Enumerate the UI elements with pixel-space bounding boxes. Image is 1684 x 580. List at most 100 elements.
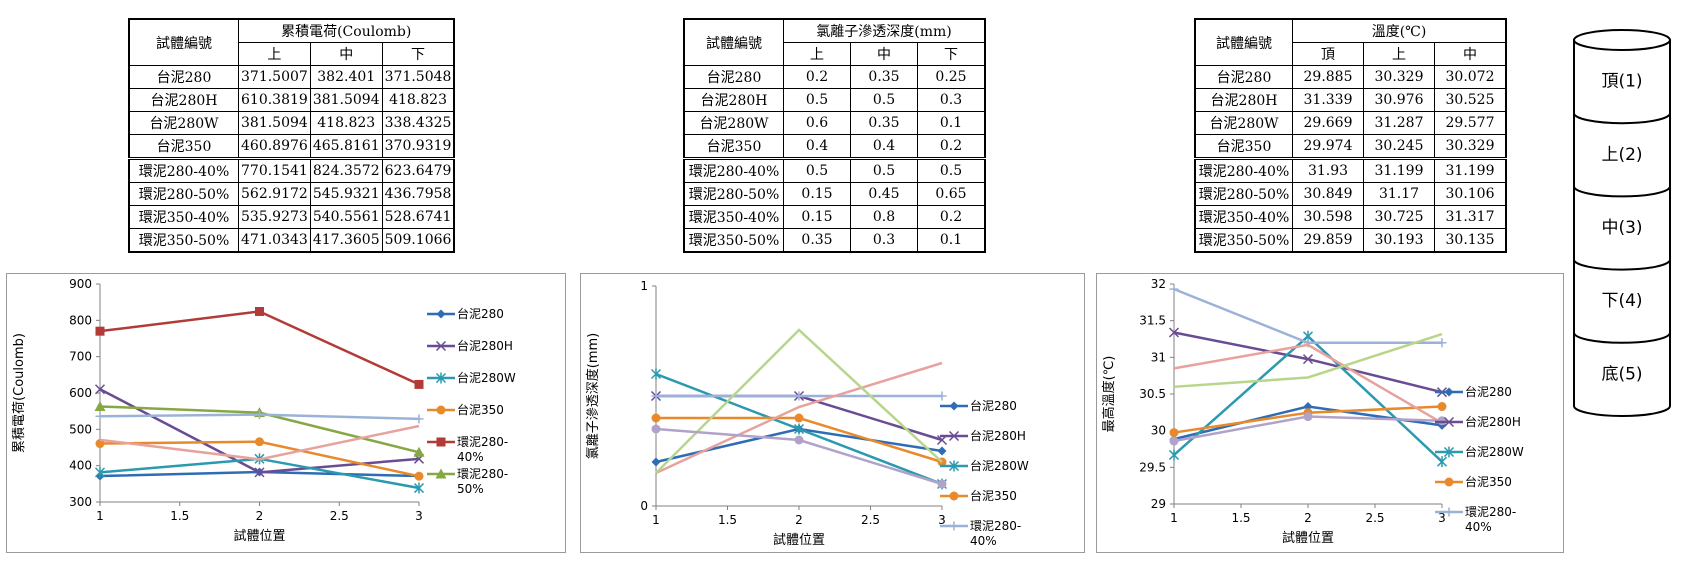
legend-marker bbox=[1444, 387, 1454, 397]
legend-marker bbox=[436, 405, 446, 415]
legend-marker bbox=[435, 340, 447, 352]
y-tick-label: 400 bbox=[69, 459, 92, 473]
y-tick-label: 32 bbox=[1151, 277, 1166, 291]
value-cell: 371.5007 bbox=[238, 65, 311, 89]
cylinder-segment-label: 底(5) bbox=[1601, 364, 1642, 384]
chloride-depth-chart: 0 1 1 1.5 2 2.5 3 試體位置 氯離子滲透深度(mm) 台泥280 台泥280H 台泥2… bbox=[580, 273, 1085, 553]
value-cell: 30.725 bbox=[1363, 205, 1435, 229]
value-cell: 0.15 bbox=[783, 182, 851, 206]
data-point bbox=[1303, 402, 1313, 412]
value-cell: 0.35 bbox=[850, 65, 918, 89]
x-tick-label: 2.5 bbox=[861, 513, 880, 527]
series-6 bbox=[1173, 332, 1443, 389]
value-cell: 610.3819 bbox=[238, 88, 311, 112]
specimen-cylinder-diagram: 頂(1) 上(2) 中(3) 下(4) 底(5) bbox=[1573, 29, 1671, 417]
value-cell: 29.859 bbox=[1292, 228, 1364, 253]
table-header-label: 試體編號 bbox=[128, 18, 239, 66]
table-row: 環泥280-50% 30.849 31.17 30.106 bbox=[1194, 182, 1507, 206]
value-cell: 30.245 bbox=[1363, 134, 1435, 159]
value-cell: 381.5094 bbox=[238, 111, 311, 135]
value-cell: 29.885 bbox=[1292, 65, 1364, 89]
legend-marker bbox=[949, 401, 959, 411]
table-row: 台泥350 0.4 0.4 0.2 bbox=[683, 134, 986, 159]
value-cell: 417.3605 bbox=[309, 228, 383, 253]
value-cell: 623.6479 bbox=[381, 157, 455, 183]
data-point bbox=[254, 467, 265, 478]
table-row: 台泥350 29.974 30.245 30.329 bbox=[1194, 134, 1507, 159]
row-label-cell: 環泥350-50% bbox=[128, 228, 239, 253]
y-tick-label: 300 bbox=[69, 495, 92, 509]
value-cell: 370.9319 bbox=[381, 134, 455, 159]
table-row: 環泥280-50% 0.15 0.45 0.65 bbox=[683, 182, 986, 206]
y-axis-label: 氯離子滲透深度(mm) bbox=[585, 333, 601, 459]
value-cell: 418.823 bbox=[381, 88, 455, 112]
data-point bbox=[794, 435, 804, 445]
data-point bbox=[1437, 402, 1447, 412]
value-cell: 0.45 bbox=[850, 182, 918, 206]
data-point bbox=[937, 479, 947, 489]
series-7 bbox=[1169, 412, 1447, 446]
cylinder-divider bbox=[1573, 112, 1671, 125]
legend-label: 環泥280-50% bbox=[457, 467, 508, 496]
data-point bbox=[95, 411, 105, 421]
value-cell: 0.5 bbox=[783, 157, 851, 183]
legend-marker bbox=[1444, 507, 1454, 517]
data-point bbox=[651, 391, 661, 401]
data-point bbox=[1437, 338, 1447, 348]
x-tick-label: 1 bbox=[1170, 511, 1178, 525]
table-row: 台泥280H 0.5 0.5 0.3 bbox=[683, 88, 986, 112]
legend-label: 台泥280 bbox=[457, 306, 504, 321]
value-cell: 29.669 bbox=[1292, 111, 1364, 135]
table-header-label: 試體編號 bbox=[1194, 18, 1293, 66]
x-tick-label: 1.5 bbox=[1231, 511, 1250, 525]
legend-label: 台泥350 bbox=[457, 402, 504, 417]
legend-marker bbox=[435, 372, 447, 384]
table-row: 環泥350-40% 30.598 30.725 31.317 bbox=[1194, 205, 1507, 229]
data-point bbox=[414, 379, 424, 389]
table-row: 環泥350-50% 0.35 0.3 0.1 bbox=[683, 228, 986, 253]
row-label-cell: 環泥350-50% bbox=[683, 228, 784, 253]
y-tick-label: 30.5 bbox=[1139, 387, 1166, 401]
value-cell: 0.1 bbox=[917, 111, 986, 135]
data-point bbox=[651, 457, 661, 467]
y-tick-label: 1 bbox=[640, 279, 648, 293]
row-label-cell: 台泥350 bbox=[1194, 134, 1293, 159]
x-tick-label: 2 bbox=[1304, 511, 1312, 525]
legend-entry: 台泥280H bbox=[1435, 414, 1521, 429]
value-cell: 436.7958 bbox=[381, 182, 455, 206]
data-point bbox=[793, 423, 805, 435]
legend-label: 環泥280-40% bbox=[457, 435, 508, 464]
series-line bbox=[99, 310, 420, 386]
row-label-cell: 環泥280-50% bbox=[683, 182, 784, 206]
legend-marker bbox=[1443, 416, 1455, 428]
cylinder-body bbox=[1573, 40, 1671, 417]
charge-chart: 300 400 500 600 700 800 900 1 1.5 2 2.5 3 試體位置 累積電荷(C… bbox=[6, 273, 566, 553]
series-2 bbox=[1168, 330, 1448, 468]
data-point bbox=[94, 466, 106, 478]
series-5 bbox=[94, 400, 425, 457]
series-5 bbox=[655, 361, 943, 475]
series-7 bbox=[651, 424, 947, 489]
data-point bbox=[794, 413, 804, 423]
table-subheader: 中 bbox=[309, 42, 383, 66]
table-row: 環泥280-40% 31.93 31.199 31.199 bbox=[1194, 157, 1507, 183]
value-cell: 0.5 bbox=[850, 157, 918, 183]
x-tick-label: 2.5 bbox=[330, 509, 349, 523]
value-cell: 29.577 bbox=[1434, 111, 1507, 135]
x-tick-label: 1 bbox=[652, 513, 660, 527]
y-tick-label: 31 bbox=[1151, 350, 1166, 364]
x-tick-label: 3 bbox=[1438, 511, 1446, 525]
y-tick-label: 600 bbox=[69, 386, 92, 400]
legend-label: 台泥280 bbox=[1465, 384, 1512, 399]
table-row: 台泥280 0.2 0.35 0.25 bbox=[683, 65, 986, 89]
table-row: 環泥350-40% 535.9273 540.5561 528.6741 bbox=[128, 205, 455, 229]
x-tick-label: 2.5 bbox=[1365, 511, 1384, 525]
value-cell: 545.9321 bbox=[309, 182, 383, 206]
legend-label: 台泥350 bbox=[1465, 474, 1512, 489]
value-cell: 31.317 bbox=[1434, 205, 1507, 229]
data-point bbox=[413, 482, 425, 494]
value-cell: 31.199 bbox=[1363, 157, 1435, 183]
table-subheader: 中 bbox=[1434, 42, 1507, 66]
legend-entry: 台泥280 bbox=[427, 306, 504, 321]
value-cell: 30.598 bbox=[1292, 205, 1364, 229]
